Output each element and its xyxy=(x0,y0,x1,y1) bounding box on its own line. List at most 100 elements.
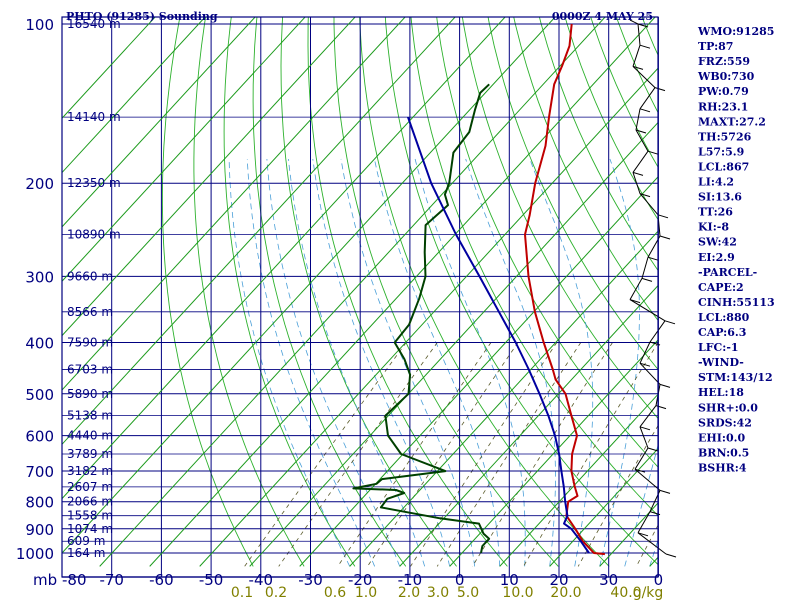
isotherm xyxy=(249,121,658,567)
wind-barb-flag xyxy=(632,171,644,176)
index-line: SRDS:42 xyxy=(698,416,752,429)
moist-adiabat xyxy=(288,158,426,567)
isotherm xyxy=(62,17,306,282)
isotherm xyxy=(349,230,658,567)
wind-barb-staff xyxy=(637,23,641,46)
index-line: KI:-8 xyxy=(698,221,729,234)
temperature-tick-label: -50 xyxy=(199,571,224,589)
wind-barb-staff xyxy=(639,341,651,364)
index-line: WB0:730 xyxy=(697,70,755,83)
height-label: 12350 m xyxy=(67,176,121,190)
height-label: 609 m xyxy=(67,534,105,548)
temperature-tick-label: -60 xyxy=(149,571,174,589)
isotherm xyxy=(199,67,658,567)
index-line: RH:23.1 xyxy=(698,100,748,113)
height-label: 5138 m xyxy=(67,409,113,423)
moist-adiabat xyxy=(374,158,501,567)
wind-barb-flag xyxy=(664,320,676,325)
pressure-tick-labels: 100 200 300 400 500 600 700 800 900 1000 xyxy=(16,16,54,563)
wind-barb-flag xyxy=(647,447,659,452)
index-line: FRZ:559 xyxy=(698,55,750,68)
wind-barb-staff xyxy=(629,19,639,25)
wind-barb-staff xyxy=(639,193,659,216)
height-label: 10890 m xyxy=(67,228,121,242)
isotherm xyxy=(99,17,606,567)
wind-barb-staff xyxy=(639,362,661,385)
index-line: -PARCEL- xyxy=(698,266,757,279)
wind-barb-staff xyxy=(634,468,661,491)
isotherm xyxy=(62,17,206,174)
moist-adiabat xyxy=(266,158,401,567)
wind-barb-flag xyxy=(637,23,649,28)
wind-barb-flag xyxy=(635,129,647,134)
isotherm xyxy=(62,17,356,337)
wind-barb-staff xyxy=(629,278,643,300)
isotherm xyxy=(62,17,406,391)
moist-adiabat xyxy=(340,158,476,567)
temperature-tick-label: -80 xyxy=(62,571,87,589)
isotherm xyxy=(499,393,658,567)
wind-barb-staff xyxy=(637,511,651,534)
dry-adiabat xyxy=(410,17,658,517)
index-line: LFC:-1 xyxy=(698,341,739,354)
mixing-ratio-label: 40.0 xyxy=(610,585,641,600)
pressure-tick-label: 600 xyxy=(25,428,54,446)
wind-barb-staff xyxy=(632,150,649,173)
index-line: TT:26 xyxy=(698,206,733,219)
isotherm xyxy=(149,17,656,567)
wind-barb-flag xyxy=(659,235,671,240)
dry-adiabat xyxy=(461,17,658,420)
pressure-tick-label: 800 xyxy=(25,494,54,512)
mixing-ratio-label: 0.2 xyxy=(265,585,287,600)
wind-barb-staff xyxy=(632,172,641,194)
mixing-ratio-labels: 0.1 0.2 0.6 1.0 2.0 3.0 5.0 10.0 20.0 40.0g/kg xyxy=(231,585,663,600)
moist-adiabat xyxy=(246,158,376,567)
mixing-ratio-label: g/kg xyxy=(633,585,664,600)
isotherm xyxy=(399,284,658,567)
wind-barb-staff xyxy=(639,426,649,449)
wind-barb-flag xyxy=(647,256,659,261)
moist-adiabat xyxy=(312,158,451,567)
wind-barb-staff xyxy=(632,45,641,67)
index-line: -WIND- xyxy=(698,356,744,369)
pressure-tick-label: 300 xyxy=(25,268,54,286)
dry-adiabat xyxy=(487,17,658,371)
isotherm xyxy=(62,17,256,228)
index-line: SI:13.6 xyxy=(698,191,742,204)
pressure-tick-label: 200 xyxy=(25,175,54,193)
moist-adiabats xyxy=(228,158,658,567)
dry-adiabat xyxy=(193,17,305,567)
mixing-ratio-line xyxy=(410,342,558,567)
wind-barb-flag xyxy=(659,489,671,494)
temperature-tick-label: 0 xyxy=(654,571,664,589)
height-label: 6703 m xyxy=(67,363,113,377)
stability-indices-panel: WMO:91285 TP:87 FRZ:559 WB0:730 PW:0.79 RH:23… xyxy=(697,25,775,474)
height-label: 8566 m xyxy=(67,305,113,319)
index-line: TH:5726 xyxy=(698,130,752,143)
index-line: STM:143/12 xyxy=(698,371,773,384)
wind-barb-flag xyxy=(639,44,651,49)
height-label: 3182 m xyxy=(67,464,113,478)
wind-barb-flag xyxy=(659,383,671,388)
index-line: EI:2.9 xyxy=(698,251,735,264)
height-label: 4440 m xyxy=(67,429,113,443)
dry-adiabat xyxy=(333,17,559,567)
mixing-ratio-line xyxy=(367,342,519,567)
height-labels: 16540 m 14140 m 12350 m 10890 m 9660 m 8566 m… xyxy=(67,17,121,560)
wind-barb-staff xyxy=(637,532,667,555)
x-unit-label: mb xyxy=(33,571,57,589)
wind-barb-flag xyxy=(639,362,651,367)
mixing-ratio-label: 5.0 xyxy=(457,585,479,600)
index-line: PW:0.79 xyxy=(698,85,749,98)
isotherms xyxy=(62,17,658,567)
isotherm xyxy=(62,17,456,446)
height-label: 2607 m xyxy=(67,480,113,494)
pressure-tick-label: 100 xyxy=(25,16,54,34)
mixing-ratio-label: 2.0 xyxy=(398,585,420,600)
wind-barb-flag xyxy=(632,65,644,70)
wind-barb-flag xyxy=(641,277,653,282)
height-label: 2066 m xyxy=(67,495,113,509)
mixing-ratio-line xyxy=(244,342,407,567)
index-line: CAPE:2 xyxy=(698,281,744,294)
height-label: 5890 m xyxy=(67,387,113,401)
